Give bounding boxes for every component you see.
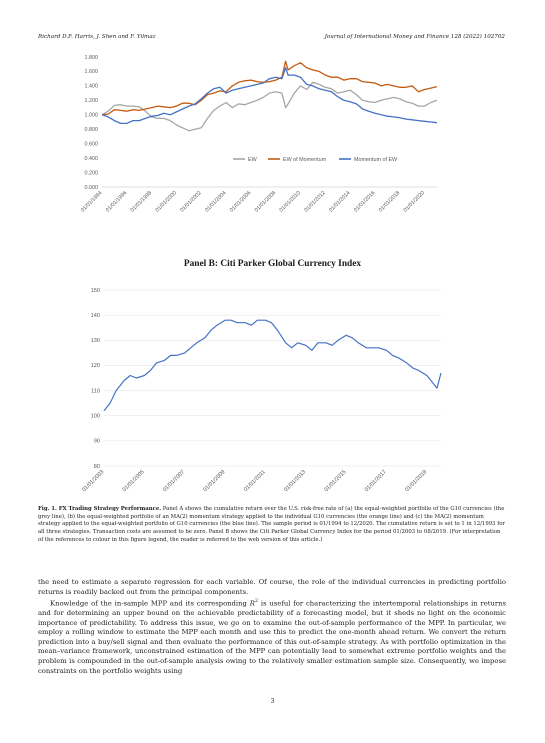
r-squared-symbol: R: [249, 599, 255, 608]
series-line: [103, 319, 442, 412]
y-tick-label: 1.200: [85, 98, 99, 104]
y-tick-label: 130: [91, 338, 100, 344]
x-tick-label: 01/01/2017: [364, 469, 388, 493]
y-tick-label: 1.000: [85, 113, 99, 119]
x-tick-label: 01/01/2019: [404, 469, 428, 493]
page-number: 3: [270, 698, 275, 705]
y-tick-label: 80: [94, 464, 100, 470]
x-tick-label: 01/01/2007: [162, 469, 186, 493]
panel-b-title: Panel B: Citi Parker Global Currency Ind…: [183, 259, 362, 269]
x-tick-label: 01/01/2003: [81, 469, 105, 493]
panel-b-chart: 80 90 100 110 120 130 140 150 01/01/2003 01/01/20…: [81, 288, 442, 493]
y-tick-label: 1.400: [85, 84, 99, 90]
x-tick-label: 01/01/2005: [122, 469, 146, 493]
y-tick-label: 110: [91, 388, 100, 394]
paragraph-2-start: Knowledge of the in-sample MPP and its c…: [50, 599, 250, 608]
series-line: [101, 60, 438, 116]
legend-label: EW: [248, 157, 258, 163]
paragraph-2: Knowledge of the in-sample MPP and its c…: [38, 597, 506, 676]
figure-caption: Fig. 1. FX Trading Strategy Performance.…: [38, 506, 506, 545]
x-tick-label: 01/01/2015: [324, 469, 348, 493]
caption-label: Fig. 1. FX Trading Strategy Performance.: [38, 506, 162, 512]
y-tick-label: 0.600: [85, 141, 99, 147]
running-header-authors: Richard D.F. Harris, J. Shen and F. Yilm…: [38, 34, 156, 40]
legend-label: EW of Momentum: [283, 157, 327, 163]
panel-a-chart: 0.000 0.200 0.400 0.600 0.800 1.000 1.200 1.400…: [80, 55, 438, 213]
legend-label: Momentum of EW: [354, 157, 398, 163]
y-tick-label: 1.600: [85, 69, 99, 75]
series-line: [101, 81, 438, 132]
running-header-journal: Journal of International Money and Finan…: [324, 34, 505, 40]
body-text: the need to estimate a separate regressi…: [38, 578, 506, 676]
caption-text: Panel A shows the cumulative return over…: [38, 506, 505, 543]
x-tick-label: 01/01/2013: [283, 469, 307, 493]
paragraph-1: the need to estimate a separate regressi…: [38, 578, 506, 596]
x-tick-label: 01/01/2011: [243, 469, 267, 493]
y-tick-label: 120: [91, 363, 100, 369]
y-tick-label: 100: [91, 414, 100, 420]
y-tick-label: 0.200: [85, 170, 99, 176]
y-tick-label: 90: [94, 439, 100, 445]
x-tick-label: 01/01/2009: [202, 469, 226, 493]
y-tick-label: 0.800: [85, 127, 99, 133]
y-tick-label: 1.800: [85, 55, 99, 61]
r-squared-exponent: 2: [254, 598, 259, 605]
y-tick-label: 150: [91, 288, 100, 294]
y-tick-label: 140: [91, 313, 100, 319]
series-line: [101, 67, 438, 125]
paragraph-2-rest: is useful for characterizing the interte…: [38, 599, 506, 675]
y-tick-label: 0.400: [85, 156, 99, 162]
y-tick-label: 0.000: [85, 185, 99, 191]
